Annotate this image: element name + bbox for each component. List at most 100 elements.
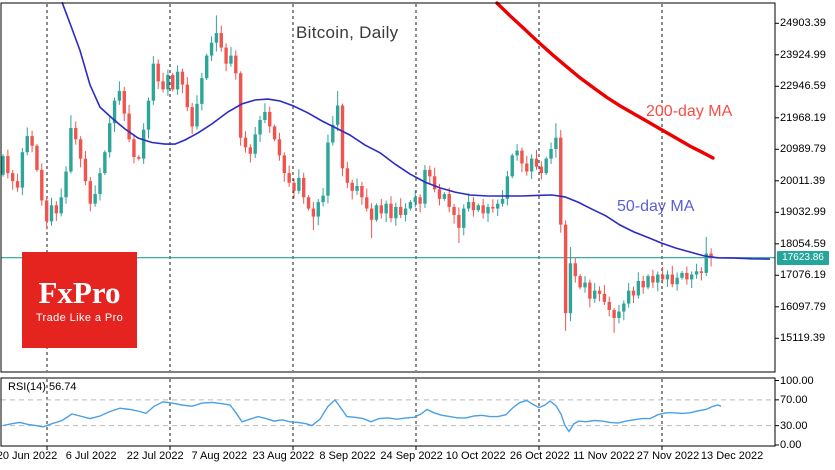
candle (83, 158, 88, 182)
candle (607, 301, 611, 310)
candle (602, 293, 607, 302)
candle (510, 155, 514, 177)
candle (11, 173, 15, 182)
candle (243, 137, 248, 148)
candle (219, 33, 223, 48)
rsi-axis-label: 30.00 (780, 419, 808, 432)
candle (263, 111, 267, 120)
candle (248, 147, 253, 154)
candle (442, 194, 447, 199)
candle (660, 274, 665, 280)
price-axis-label: 15119.39 (780, 332, 826, 345)
candle (64, 171, 68, 198)
candle (462, 208, 466, 228)
candle (403, 208, 408, 215)
candle (466, 202, 471, 209)
price-axis-label: 20989.79 (780, 143, 826, 156)
candle (200, 78, 204, 104)
candle (272, 126, 277, 140)
candle (185, 84, 189, 108)
date-axis-label: 24 Sep 2022 (380, 450, 443, 462)
candle (491, 206, 495, 209)
candle (515, 150, 519, 156)
candle (171, 74, 175, 90)
rsi-axis-label: 70.00 (780, 393, 808, 406)
ma200-label: 200-day MA (646, 103, 733, 120)
candle (394, 206, 398, 219)
candle (190, 107, 194, 127)
price-axis-label: 17076.19 (780, 269, 826, 282)
candle (699, 271, 704, 273)
candle (229, 55, 233, 64)
candle (568, 263, 573, 314)
candle (529, 158, 534, 172)
candle (112, 100, 117, 124)
candle (180, 71, 185, 85)
candle (597, 290, 602, 294)
candle (408, 202, 413, 209)
candle (277, 139, 282, 156)
candle (6, 156, 10, 174)
candle (539, 166, 544, 174)
candle (282, 155, 286, 174)
candle (447, 194, 451, 207)
date-axis-label: 20 Jun 2022 (0, 450, 58, 462)
candle (234, 55, 238, 74)
price-axis-label: 19032.99 (780, 206, 826, 219)
candle (355, 185, 359, 191)
fxpro-logo-tagline: Trade Like a Pro (35, 311, 124, 324)
candle (103, 152, 107, 174)
candle (675, 277, 679, 285)
candle (132, 139, 136, 158)
candle (146, 100, 151, 130)
candle (166, 74, 170, 90)
candle (418, 197, 422, 204)
candle (78, 139, 83, 159)
candle (554, 137, 558, 149)
candle (25, 136, 29, 153)
candle (345, 168, 350, 183)
candle (578, 276, 582, 288)
candle (20, 152, 25, 188)
candle (520, 150, 524, 164)
candle (413, 197, 417, 203)
candle (481, 205, 485, 214)
candle (486, 206, 490, 214)
last-price-badge: 17623.86 (777, 250, 829, 265)
date-axis-label: 10 Oct 2022 (445, 450, 506, 462)
candle (641, 280, 645, 288)
candle (214, 33, 219, 43)
candle (399, 206, 403, 215)
candle (612, 309, 616, 318)
candle (709, 253, 713, 258)
candle (437, 189, 442, 199)
candle (534, 158, 539, 167)
candle (622, 303, 626, 312)
candle (59, 197, 63, 214)
candle (656, 274, 660, 283)
candle (360, 185, 364, 198)
candle (292, 182, 296, 191)
candle (316, 202, 320, 217)
candle (15, 181, 20, 188)
candle (156, 63, 160, 82)
candle (670, 274, 674, 285)
candle (253, 134, 257, 154)
candle (369, 208, 374, 220)
date-axis-label: 8 Sep 2022 (319, 450, 376, 462)
candle (544, 158, 548, 174)
candle (457, 214, 461, 228)
candle (35, 145, 39, 170)
price-axis-label: 24903.39 (780, 17, 826, 30)
candle (321, 195, 325, 203)
candle (525, 163, 529, 172)
date-axis-label: 26 Oct 2022 (509, 450, 570, 462)
candle (224, 47, 228, 64)
candle (287, 173, 291, 183)
fxpro-logo: FxPro Trade Like a Pro (22, 252, 137, 348)
candle (331, 124, 335, 143)
candle (563, 224, 568, 314)
candle (593, 290, 597, 299)
candle (141, 129, 146, 159)
